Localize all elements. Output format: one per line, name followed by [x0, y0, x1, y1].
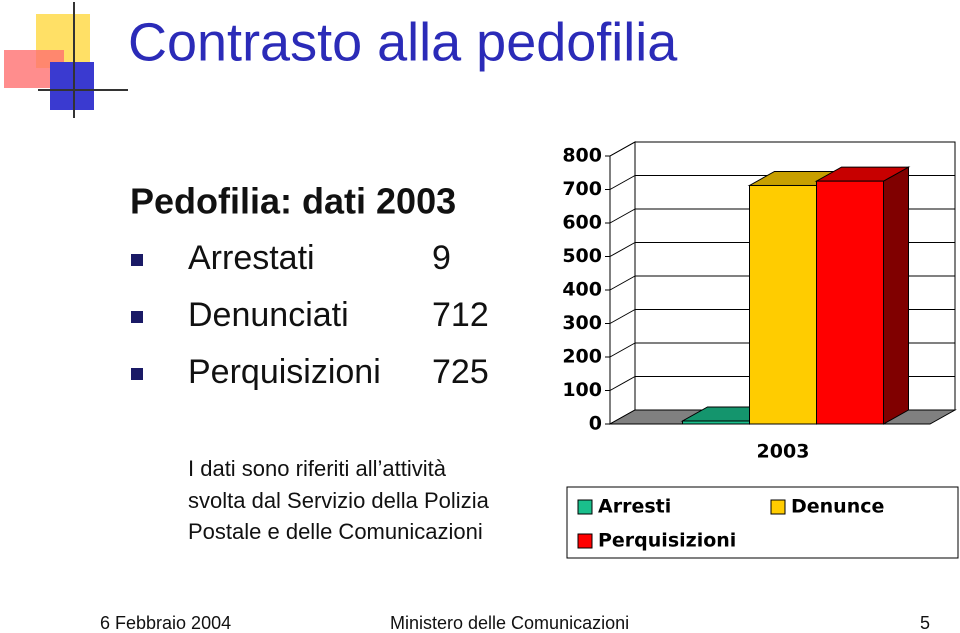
grid-line — [609, 141, 636, 157]
y-tick-label: 600 — [562, 212, 602, 234]
grid-line — [609, 376, 636, 391]
bar — [749, 184, 817, 425]
legend-swatch — [577, 533, 593, 549]
heading: Pedofilia: dati 2003 — [130, 181, 456, 222]
y-tick-label: 700 — [562, 178, 602, 200]
bullet — [131, 368, 143, 380]
bar — [682, 420, 750, 425]
legend-box — [566, 486, 959, 559]
grid-line — [609, 175, 636, 190]
legend-label: Perquisizioni — [598, 530, 736, 552]
y-tick-label: 400 — [562, 279, 602, 301]
note-line: I dati sono riferiti all’attività — [188, 456, 447, 481]
y-tick-label: 300 — [562, 312, 602, 334]
legend-swatch — [577, 499, 593, 515]
y-tick-label: 800 — [562, 145, 602, 167]
legend-label: Arresti — [598, 496, 671, 518]
slide-title: Contrasto alla pedofilia — [128, 12, 678, 72]
bullet — [131, 254, 143, 266]
footer-page: 5 — [920, 613, 930, 633]
footer-date: 6 Febbraio 2004 — [100, 613, 231, 633]
bar-side — [883, 166, 909, 425]
item-label: Perquisizioni — [188, 353, 381, 391]
grid-line — [609, 242, 636, 257]
legend-swatch — [770, 499, 786, 515]
bullet — [131, 311, 143, 323]
bar — [816, 180, 884, 425]
item-label: Arrestati — [188, 239, 315, 277]
y-tick-label: 200 — [562, 346, 602, 368]
item-value: 9 — [432, 239, 451, 277]
grid-line — [609, 275, 636, 291]
item-value: 712 — [432, 296, 489, 334]
y-tick-label: 100 — [562, 379, 602, 401]
grid-line — [609, 309, 636, 324]
footer-org: Ministero delle Comunicazioni — [390, 613, 629, 633]
y-tick-label: 0 — [589, 413, 602, 435]
grid-line — [609, 208, 636, 224]
item-label: Denunciati — [188, 296, 349, 334]
note-line: svolta dal Servizio della Polizia — [188, 488, 490, 513]
grid-line — [609, 342, 636, 358]
y-tick-label: 500 — [562, 245, 602, 267]
note-line: Postale e delle Comunicazioni — [188, 519, 483, 544]
item-value: 725 — [432, 353, 489, 391]
chart: 0 100 200 300 400 500 600 700 800 2003 Arresti Denu… — [562, 141, 959, 559]
legend-label: Denunce — [791, 496, 884, 518]
x-tick-label: 2003 — [757, 441, 810, 463]
logo — [4, 2, 128, 118]
